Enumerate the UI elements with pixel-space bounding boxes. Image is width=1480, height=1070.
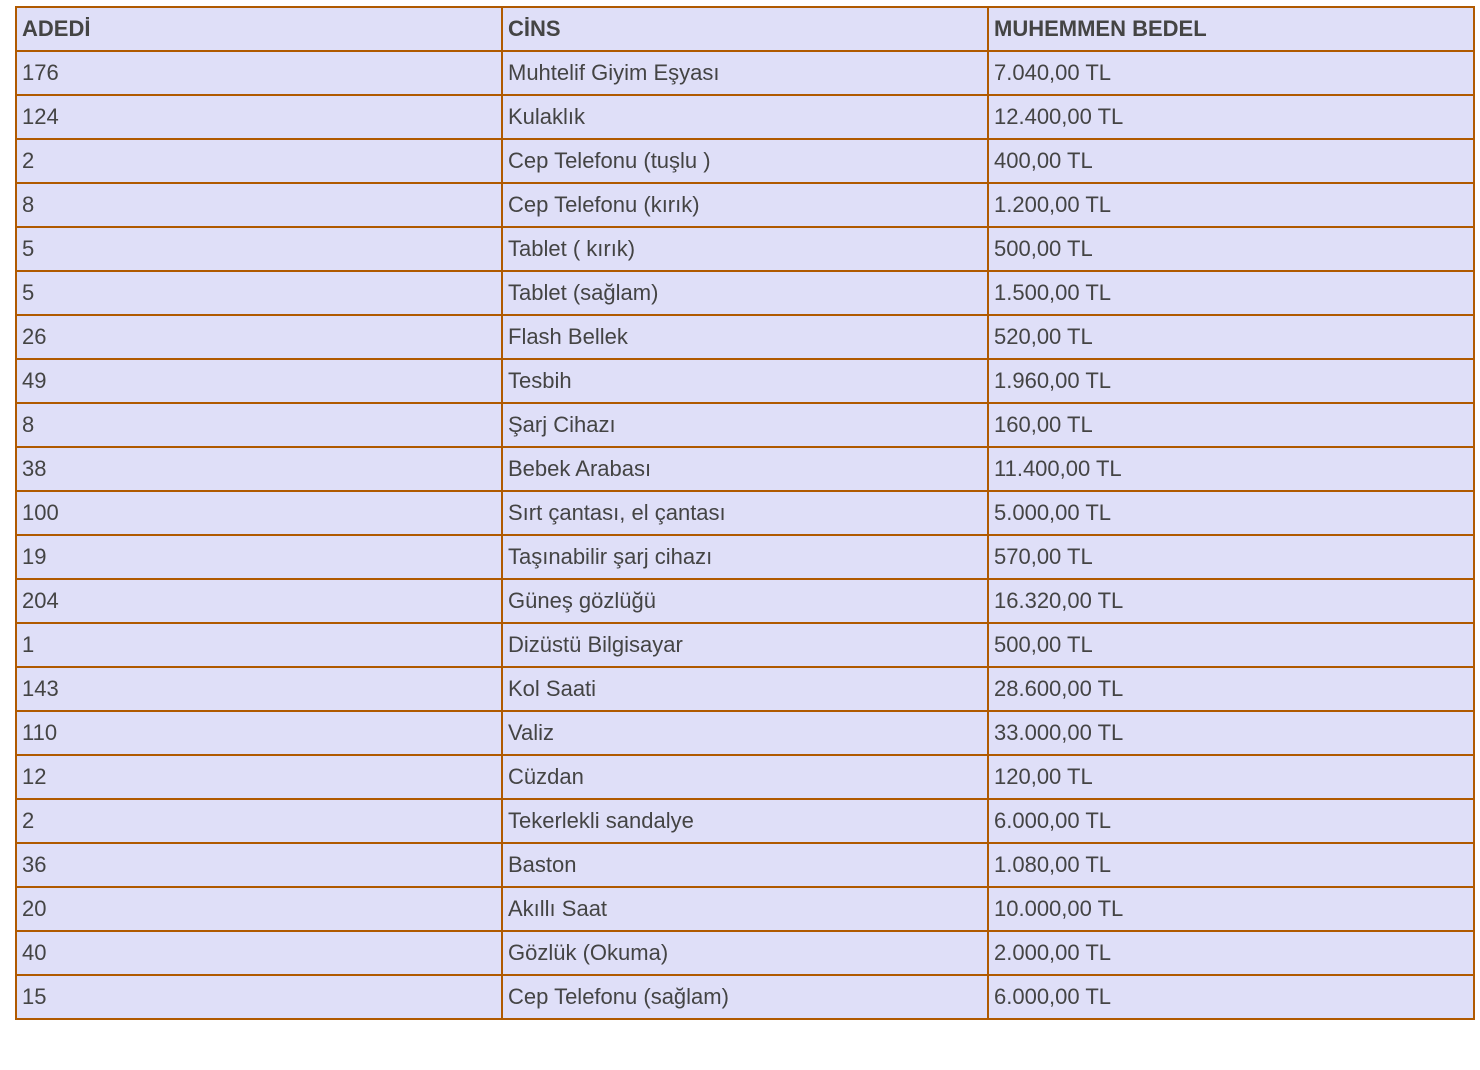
cell-estimated-value: 12.400,00 TL [987, 94, 1475, 140]
cell-quantity: 2 [15, 138, 503, 184]
cell-estimated-value: 400,00 TL [987, 138, 1475, 184]
cell-estimated-value: 2.000,00 TL [987, 930, 1475, 976]
table-row: 176 Muhtelif Giyim Eşyası 7.040,00 TL [15, 50, 1475, 96]
cell-quantity: 8 [15, 182, 503, 228]
cell-type: Tablet ( kırık) [501, 226, 989, 272]
table-row: 124 Kulaklık 12.400,00 TL [15, 94, 1475, 140]
table-row: 1 Dizüstü Bilgisayar 500,00 TL [15, 622, 1475, 668]
cell-estimated-value: 6.000,00 TL [987, 974, 1475, 1020]
cell-quantity: 20 [15, 886, 503, 932]
cell-type: Gözlük (Okuma) [501, 930, 989, 976]
cell-type: Cep Telefonu (kırık) [501, 182, 989, 228]
table-row: 8 Cep Telefonu (kırık) 1.200,00 TL [15, 182, 1475, 228]
cell-quantity: 12 [15, 754, 503, 800]
cell-estimated-value: 11.400,00 TL [987, 446, 1475, 492]
cell-type: Valiz [501, 710, 989, 756]
cell-type: Flash Bellek [501, 314, 989, 360]
cell-type: Taşınabilir şarj cihazı [501, 534, 989, 580]
cell-quantity: 100 [15, 490, 503, 536]
cell-quantity: 40 [15, 930, 503, 976]
cell-quantity: 5 [15, 270, 503, 316]
cell-quantity: 204 [15, 578, 503, 624]
cell-type: Dizüstü Bilgisayar [501, 622, 989, 668]
table-row: 49 Tesbih 1.960,00 TL [15, 358, 1475, 404]
cell-type: Bebek Arabası [501, 446, 989, 492]
header-quantity: ADEDİ [15, 6, 503, 52]
cell-estimated-value: 570,00 TL [987, 534, 1475, 580]
cell-quantity: 19 [15, 534, 503, 580]
cell-type: Cüzdan [501, 754, 989, 800]
cell-type: Kol Saati [501, 666, 989, 712]
cell-type: Baston [501, 842, 989, 888]
table-row: 100 Sırt çantası, el çantası 5.000,00 TL [15, 490, 1475, 536]
table-row: 40 Gözlük (Okuma) 2.000,00 TL [15, 930, 1475, 976]
table-row: 38 Bebek Arabası 11.400,00 TL [15, 446, 1475, 492]
cell-estimated-value: 1.200,00 TL [987, 182, 1475, 228]
table-body: 176 Muhtelif Giyim Eşyası 7.040,00 TL 124 Ku… [15, 50, 1475, 1020]
cell-type: Tablet (sağlam) [501, 270, 989, 316]
cell-type: Güneş gözlüğü [501, 578, 989, 624]
table-row: 36 Baston 1.080,00 TL [15, 842, 1475, 888]
cell-type: Akıllı Saat [501, 886, 989, 932]
cell-estimated-value: 6.000,00 TL [987, 798, 1475, 844]
cell-estimated-value: 28.600,00 TL [987, 666, 1475, 712]
table-row: 12 Cüzdan 120,00 TL [15, 754, 1475, 800]
cell-type: Tekerlekli sandalye [501, 798, 989, 844]
table-row: 110 Valiz 33.000,00 TL [15, 710, 1475, 756]
cell-quantity: 110 [15, 710, 503, 756]
cell-quantity: 8 [15, 402, 503, 448]
header-type: CİNS [501, 6, 989, 52]
cell-quantity: 26 [15, 314, 503, 360]
table-row: 5 Tablet (sağlam) 1.500,00 TL [15, 270, 1475, 316]
table-row: 26 Flash Bellek 520,00 TL [15, 314, 1475, 360]
cell-type: Muhtelif Giyim Eşyası [501, 50, 989, 96]
cell-quantity: 124 [15, 94, 503, 140]
table-row: 2 Cep Telefonu (tuşlu ) 400,00 TL [15, 138, 1475, 184]
items-table: ADEDİ CİNS MUHEMMEN BEDEL 176 Muhtelif Gi… [15, 6, 1475, 1020]
table-row: 20 Akıllı Saat 10.000,00 TL [15, 886, 1475, 932]
cell-quantity: 176 [15, 50, 503, 96]
table-row: 15 Cep Telefonu (sağlam) 6.000,00 TL [15, 974, 1475, 1020]
cell-type: Cep Telefonu (tuşlu ) [501, 138, 989, 184]
header-estimated-value: MUHEMMEN BEDEL [987, 6, 1475, 52]
cell-estimated-value: 160,00 TL [987, 402, 1475, 448]
cell-estimated-value: 16.320,00 TL [987, 578, 1475, 624]
cell-quantity: 1 [15, 622, 503, 668]
cell-quantity: 2 [15, 798, 503, 844]
cell-type: Şarj Cihazı [501, 402, 989, 448]
cell-quantity: 15 [15, 974, 503, 1020]
table-row: 2 Tekerlekli sandalye 6.000,00 TL [15, 798, 1475, 844]
cell-estimated-value: 10.000,00 TL [987, 886, 1475, 932]
cell-type: Cep Telefonu (sağlam) [501, 974, 989, 1020]
cell-estimated-value: 7.040,00 TL [987, 50, 1475, 96]
table-row: 5 Tablet ( kırık) 500,00 TL [15, 226, 1475, 272]
cell-type: Kulaklık [501, 94, 989, 140]
table-row: 19 Taşınabilir şarj cihazı 570,00 TL [15, 534, 1475, 580]
cell-estimated-value: 120,00 TL [987, 754, 1475, 800]
cell-estimated-value: 33.000,00 TL [987, 710, 1475, 756]
cell-type: Sırt çantası, el çantası [501, 490, 989, 536]
cell-quantity: 49 [15, 358, 503, 404]
cell-quantity: 38 [15, 446, 503, 492]
cell-estimated-value: 5.000,00 TL [987, 490, 1475, 536]
table-row: 143 Kol Saati 28.600,00 TL [15, 666, 1475, 712]
cell-type: Tesbih [501, 358, 989, 404]
cell-estimated-value: 1.080,00 TL [987, 842, 1475, 888]
table-row: 204 Güneş gözlüğü 16.320,00 TL [15, 578, 1475, 624]
cell-estimated-value: 1.500,00 TL [987, 270, 1475, 316]
cell-quantity: 143 [15, 666, 503, 712]
cell-quantity: 36 [15, 842, 503, 888]
header-row: ADEDİ CİNS MUHEMMEN BEDEL [15, 6, 1475, 52]
cell-estimated-value: 1.960,00 TL [987, 358, 1475, 404]
cell-quantity: 5 [15, 226, 503, 272]
table-row: 8 Şarj Cihazı 160,00 TL [15, 402, 1475, 448]
cell-estimated-value: 500,00 TL [987, 622, 1475, 668]
cell-estimated-value: 520,00 TL [987, 314, 1475, 360]
cell-estimated-value: 500,00 TL [987, 226, 1475, 272]
